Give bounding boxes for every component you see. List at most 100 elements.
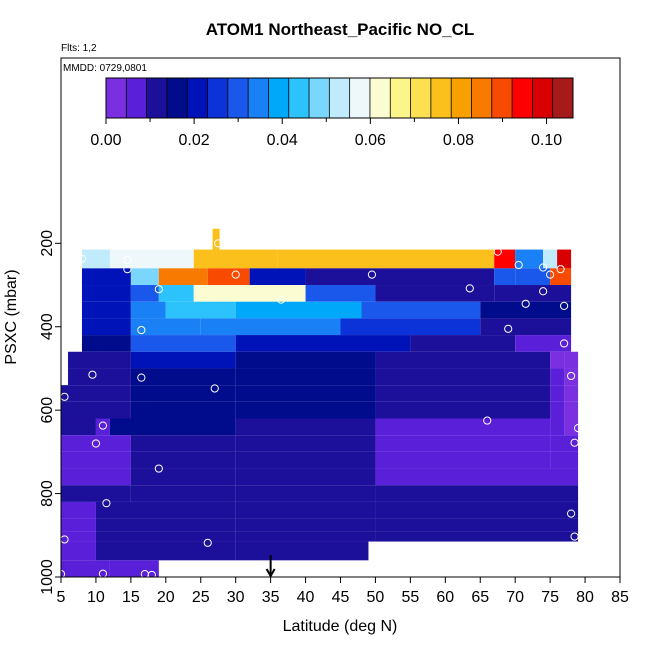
heatmap-cell [375,351,551,369]
heatmap-cell [109,249,194,269]
heatmap-cell [235,531,376,542]
sample-point [560,301,569,310]
colorbar-segment [166,78,188,118]
heatmap-cell [543,249,558,269]
heatmap-cell [235,518,376,532]
y-axis-label: PSXC (mbar) [3,269,20,364]
sample-point [367,270,377,279]
heatmap-cell [81,268,131,286]
heatmap [61,228,579,577]
heatmap-cell [61,435,131,452]
heatmap-cell [375,368,551,386]
heatmap-cell [109,560,159,577]
colorbar-segment [512,78,533,118]
sample-point [98,421,108,430]
sample-point [493,247,502,256]
y-tick-label: 400 [39,313,56,340]
sample-point [539,263,548,272]
heatmap-cell [235,435,376,452]
x-tick-label: 50 [367,589,385,606]
mmdd-label: MMDD: 0729,0801 [63,63,147,74]
heatmap-cell [375,401,551,419]
x-tick-label: 25 [192,589,210,606]
heatmap-cell [375,501,579,519]
x-tick-label: 20 [157,589,175,606]
heatmap-cell [494,268,516,286]
sample-point [514,260,523,270]
x-tick-label: 10 [87,589,105,606]
sample-point [214,239,223,248]
heatmap-cell [235,401,376,419]
colorbar-segment [369,78,391,118]
colorbar-tick-label: 0.00 [90,132,121,149]
heatmap-cell [564,418,579,436]
heatmap-cell [235,335,411,352]
heatmap-cell [494,285,572,302]
y-axis: 200 400 600 800 1000 [39,230,61,595]
heatmap-cell [130,401,236,419]
heatmap-cell [61,531,96,542]
heatmap-cell [130,351,236,369]
x-tick-label: 75 [541,589,559,606]
x-tick-label: 45 [332,589,350,606]
colorbar-segment [410,78,432,118]
sample-point [573,423,583,433]
heatmap-cell [95,531,236,542]
heatmap-cell [550,451,579,469]
colorbar-segment [268,78,290,118]
sample-point [566,509,576,518]
colorbar-segment [532,78,554,118]
heatmap-cell [564,401,579,419]
colorbar-segment [552,78,574,118]
heatmap-cell [375,435,551,452]
heatmap-cell [515,268,551,286]
sample-point [231,270,240,279]
sample-point [147,570,156,580]
heatmap-cell [375,468,579,486]
x-axis: 5 10 15 20 25 30 35 40 45 50 55 60 65 70 75 80 85 [57,577,629,606]
heatmap-cell [130,335,236,352]
x-tick-label: 85 [611,589,629,606]
heatmap-cell [480,301,572,319]
heatmap-cell [375,285,495,302]
heatmap-cell [61,401,131,419]
heatmap-cell [375,531,579,542]
heatmap-cell [165,301,236,319]
colorbar-tick-label: 0.06 [355,132,386,149]
x-axis-label: Latitude (deg N) [283,618,398,635]
heatmap-cell [67,368,131,386]
colorbar-tick-label: 0.02 [179,132,210,149]
heatmap-cell [305,285,376,302]
heatmap-cell [249,268,306,286]
colorbar-segment [187,78,208,118]
heatmap-cell [515,249,544,269]
heatmap-cell [130,468,236,486]
x-tick-label: 80 [576,589,594,606]
sample-point [123,265,132,274]
sample-points [56,239,583,580]
heatmap-cell [480,318,572,336]
heatmap-cell [305,268,495,286]
heatmap-cell [193,285,306,302]
colorbar-segment [126,78,148,118]
heatmap-cell [564,351,579,369]
heatmap-cell [61,518,96,532]
colorbar-tick-label: 0.10 [531,132,562,149]
heatmap-cell [81,301,131,319]
colorbar-segment [288,78,310,118]
sample-point [123,255,132,265]
y-tick-label: 800 [39,480,56,507]
colorbar-segment [390,78,411,118]
heatmap-cell [550,401,565,419]
sample-point [137,325,146,335]
heatmap-cell [550,268,572,286]
colorbar-segment [309,78,330,118]
latitude-marker [265,555,276,579]
heatmap-cell [81,318,131,336]
heatmap-cell [130,285,159,302]
x-tick-label: 30 [227,589,245,606]
heatmap-cell [158,268,208,286]
x-tick-label: 60 [436,589,454,606]
colorbar-tick-label: 0.04 [267,132,298,149]
sample-point [102,499,111,508]
